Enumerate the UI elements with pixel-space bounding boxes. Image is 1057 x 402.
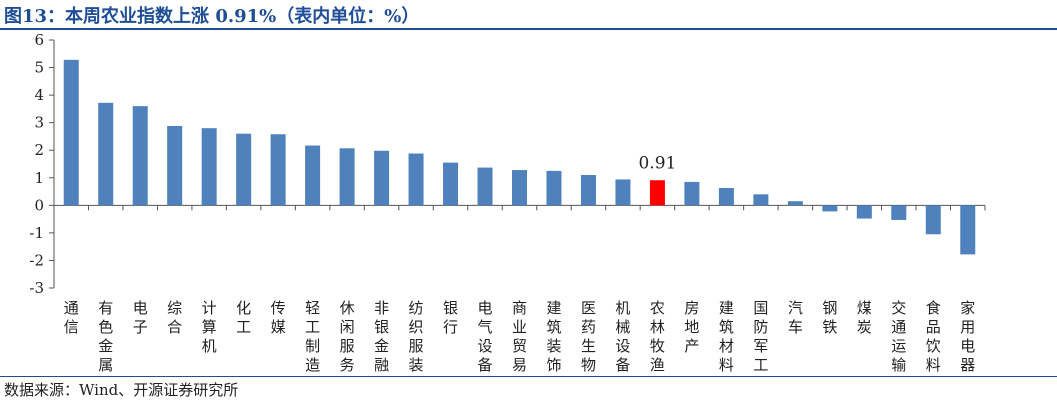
x-category-label: 银行 [443, 299, 458, 336]
x-category-label: 纺织服装 [409, 299, 424, 374]
y-tick-label: -1 [29, 224, 44, 242]
y-tick-label: 3 [34, 114, 44, 132]
title-divider [0, 28, 1057, 30]
x-category-label: 商业贸易 [512, 299, 527, 374]
x-category-label: 食品饮料 [926, 299, 941, 374]
bar [201, 128, 217, 206]
y-tick-label: 5 [34, 59, 44, 77]
x-category-label: 化工 [236, 299, 251, 336]
x-category-label: 钢铁 [822, 299, 837, 336]
bar [787, 201, 803, 206]
x-category-label: 通信 [64, 299, 79, 336]
bar [891, 205, 907, 220]
bar [236, 133, 252, 206]
y-tick-label: -3 [29, 279, 44, 297]
bar [167, 125, 183, 206]
bar [374, 150, 390, 206]
bar [856, 205, 872, 219]
x-category-label: 非银金融 [374, 299, 389, 374]
bar [98, 102, 114, 206]
x-category-label: 农林牧渔 [650, 299, 665, 374]
y-tick-label: 6 [34, 31, 44, 49]
x-category-label: 计算机 [202, 299, 217, 355]
x-category-label: 休闲服务 [340, 299, 355, 374]
x-category-label: 有色金属 [98, 299, 113, 374]
x-category-label: 交通运输 [891, 299, 906, 374]
bar [615, 179, 631, 206]
bar [339, 148, 355, 206]
bar [305, 145, 321, 206]
x-category-label: 家用电器 [960, 299, 975, 374]
bar [580, 175, 596, 206]
y-tick-label: -2 [29, 251, 44, 269]
bar [443, 162, 459, 206]
y-tick-label: 4 [34, 86, 44, 104]
bar [822, 205, 838, 212]
bar [925, 205, 941, 235]
bar [753, 194, 769, 206]
x-category-label: 轻工制造 [305, 299, 320, 374]
bar [270, 134, 286, 206]
x-category-label: 传媒 [271, 299, 286, 336]
chart-title: 图13：本周农业指数上涨 0.91%（表内单位：%） [4, 6, 420, 27]
bar [132, 106, 148, 206]
x-category-label: 电气设备 [478, 299, 493, 374]
bar [512, 170, 527, 206]
source-note: 数据来源：Wind、开源证券研究所 [4, 381, 239, 399]
x-category-label: 综合 [167, 299, 182, 336]
x-category-label: 房地产 [684, 299, 699, 355]
y-tick-label: 2 [34, 141, 44, 159]
bar [684, 181, 700, 206]
x-category-label: 机械设备 [615, 299, 630, 374]
x-category-label: 建筑材料 [719, 299, 734, 374]
bar [718, 187, 734, 206]
y-tick-label: 1 [34, 169, 44, 187]
bar [960, 205, 976, 255]
data-label: 0.91 [638, 153, 676, 173]
x-category-label: 汽车 [788, 299, 803, 336]
bar [408, 153, 424, 206]
x-category-label: 电子 [133, 299, 148, 336]
x-category-label: 煤炭 [857, 299, 872, 336]
bar [477, 167, 493, 206]
y-tick-label: 0 [34, 196, 44, 214]
bar [546, 170, 562, 206]
source-divider [0, 376, 1057, 377]
x-category-label: 医药生物 [581, 299, 596, 374]
x-category-label: 国防军工 [753, 299, 768, 374]
x-category-label: 建筑装饰 [546, 299, 561, 374]
bar [649, 180, 665, 206]
bar [63, 59, 79, 206]
